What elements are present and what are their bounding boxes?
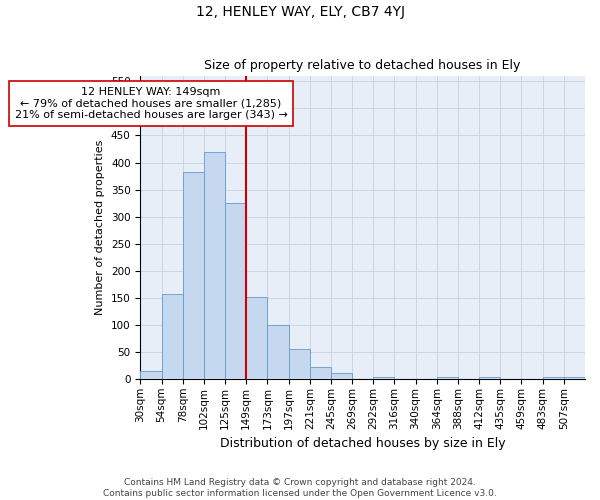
X-axis label: Distribution of detached houses by size in Ely: Distribution of detached houses by size … bbox=[220, 437, 505, 450]
Bar bbox=[246, 296, 268, 379]
Bar bbox=[564, 378, 585, 379]
Bar bbox=[225, 203, 246, 379]
Text: 12, HENLEY WAY, ELY, CB7 4YJ: 12, HENLEY WAY, ELY, CB7 4YJ bbox=[196, 5, 404, 19]
Y-axis label: Number of detached properties: Number of detached properties bbox=[95, 140, 106, 315]
Bar bbox=[289, 349, 310, 379]
Bar bbox=[140, 371, 161, 379]
Bar bbox=[331, 374, 352, 379]
Bar bbox=[310, 367, 331, 379]
Bar bbox=[373, 378, 394, 379]
Bar bbox=[437, 378, 458, 379]
Title: Size of property relative to detached houses in Ely: Size of property relative to detached ho… bbox=[205, 59, 521, 72]
Bar bbox=[204, 152, 225, 379]
Bar bbox=[542, 378, 564, 379]
Bar bbox=[161, 294, 183, 379]
Bar bbox=[183, 172, 204, 379]
Bar bbox=[268, 325, 289, 379]
Text: Contains HM Land Registry data © Crown copyright and database right 2024.
Contai: Contains HM Land Registry data © Crown c… bbox=[103, 478, 497, 498]
Bar bbox=[479, 378, 500, 379]
Text: 12 HENLEY WAY: 149sqm
← 79% of detached houses are smaller (1,285)
21% of semi-d: 12 HENLEY WAY: 149sqm ← 79% of detached … bbox=[14, 87, 287, 120]
